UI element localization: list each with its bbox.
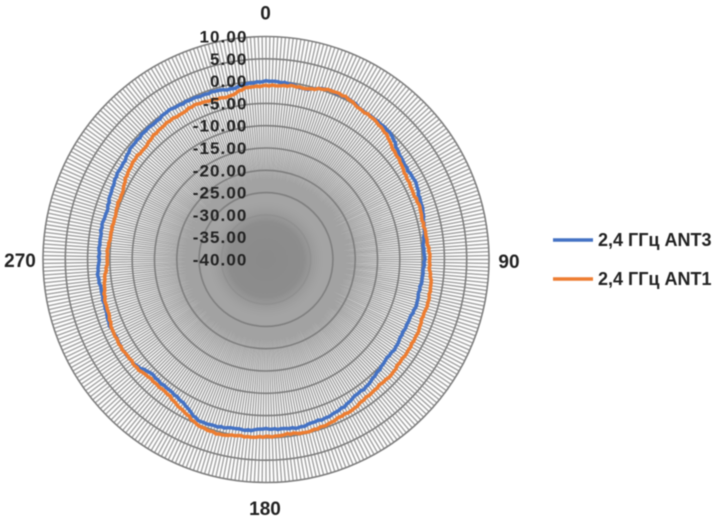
svg-text:-15.00: -15.00 xyxy=(193,139,248,158)
svg-text:-5.00: -5.00 xyxy=(203,94,247,113)
svg-text:2,4 ГГц ANT3: 2,4 ГГц ANT3 xyxy=(598,230,712,250)
svg-text:-35.00: -35.00 xyxy=(193,228,248,247)
svg-text:0: 0 xyxy=(260,4,271,25)
svg-text:0.00: 0.00 xyxy=(210,72,248,91)
svg-text:2,4 ГГц ANT1: 2,4 ГГц ANT1 xyxy=(598,269,712,289)
svg-text:180: 180 xyxy=(249,499,281,520)
svg-text:-10.00: -10.00 xyxy=(193,117,248,136)
svg-text:-20.00: -20.00 xyxy=(193,161,248,180)
svg-text:-40.00: -40.00 xyxy=(193,251,248,270)
svg-text:-30.00: -30.00 xyxy=(193,206,248,225)
svg-text:5.00: 5.00 xyxy=(210,50,248,69)
svg-text:90: 90 xyxy=(498,252,519,273)
svg-text:10.00: 10.00 xyxy=(199,28,247,47)
svg-text:-25.00: -25.00 xyxy=(193,184,248,203)
svg-text:270: 270 xyxy=(4,251,36,272)
